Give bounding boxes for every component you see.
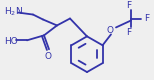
Text: H$_2$N: H$_2$N — [4, 5, 23, 18]
Text: F: F — [144, 14, 149, 23]
Text: HO: HO — [4, 37, 18, 46]
Text: O: O — [107, 26, 113, 35]
Text: F: F — [126, 1, 132, 10]
Text: F: F — [126, 28, 132, 37]
Text: O: O — [45, 52, 51, 61]
